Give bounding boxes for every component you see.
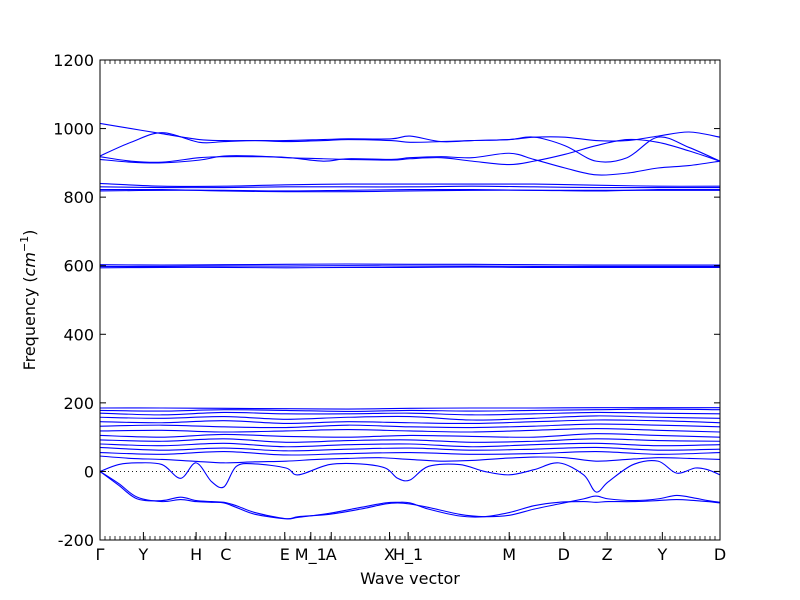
band-line-2 — [100, 132, 720, 163]
y-tick-label: 400 — [63, 325, 94, 344]
x-tick-label: Y — [138, 545, 149, 564]
x-tick-label: Γ — [96, 545, 105, 564]
x-tick-label: M_1 — [295, 545, 327, 565]
band-line-13 — [100, 408, 720, 412]
y-axis-title-var: cm — [20, 252, 39, 276]
x-tick-labels: Γ Y H C E M_1A XH_1 M D Z Y D — [96, 545, 727, 565]
y-tick-label: 1000 — [53, 120, 94, 139]
y-axis-title-exp: −1 — [18, 236, 31, 252]
band-line-26 — [100, 470, 720, 520]
y-tick-label: 0 — [84, 462, 94, 481]
band-line-16 — [100, 419, 720, 425]
band-line-10 — [100, 265, 720, 267]
x-tick-label: Y — [656, 545, 667, 564]
y-tick-label: -200 — [58, 531, 94, 550]
x-tick-label: C — [220, 545, 231, 564]
band-line-5 — [100, 182, 720, 187]
band-line-14 — [100, 411, 720, 416]
band-line-21 — [100, 442, 720, 448]
x-tick-label: D — [558, 545, 570, 564]
x-tick-label: Z — [602, 545, 613, 564]
band-line-24 — [100, 455, 720, 464]
x-tick-label: H_1 — [393, 545, 423, 565]
y-tick-label: 800 — [63, 188, 94, 207]
y-axis-title-main: Frequency ( — [20, 276, 39, 370]
y-tick-label: 600 — [63, 257, 94, 276]
x-tick-label: H — [190, 545, 202, 564]
x-tick-label: A — [326, 545, 337, 564]
band-line-18 — [100, 428, 720, 433]
band-line-12 — [100, 407, 720, 410]
band-line-22 — [100, 446, 720, 452]
axes — [99, 59, 721, 541]
band-line-4 — [100, 138, 720, 166]
band-line-23 — [100, 450, 720, 456]
band-line-3 — [100, 152, 720, 176]
x-tick-label: X — [384, 545, 395, 564]
band-line-15 — [100, 415, 720, 421]
y-tick-label: 200 — [63, 394, 94, 413]
band-line-6 — [100, 185, 720, 189]
band-line-20 — [100, 438, 720, 443]
band-line-19 — [100, 433, 720, 438]
x-tick-label: D — [714, 545, 726, 564]
y-tick-label: 1200 — [53, 51, 94, 70]
band-line-11 — [100, 266, 720, 269]
band-line-25 — [100, 460, 720, 493]
band-line-17 — [100, 423, 720, 429]
band-line-8 — [100, 188, 720, 192]
y-tick-labels: -200 0 200 400 600 800 1000 1200 — [53, 51, 94, 550]
x-axis-title: Wave vector — [360, 569, 460, 588]
y-axis-title: Frequency (cm−1) — [18, 230, 39, 371]
y-axis-title-close: ) — [20, 230, 39, 236]
x-tick-label: M — [502, 545, 516, 564]
plot-area — [100, 122, 720, 520]
band-line-27 — [100, 470, 720, 520]
band-line-9 — [100, 263, 720, 266]
x-tick-label: E — [280, 545, 290, 564]
